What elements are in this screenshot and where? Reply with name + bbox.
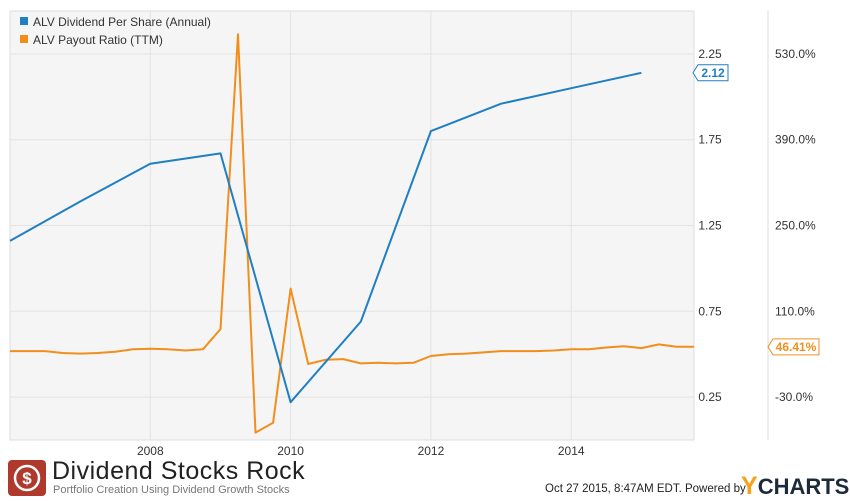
y-left-tick-label: 0.75 [698, 304, 722, 318]
series-layer [9, 33, 694, 434]
brand-tagline: Portfolio Creation Using Dividend Growth… [53, 484, 290, 496]
timestamp: Oct 27 2015, 8:47AM EDT. Powered by [545, 483, 746, 495]
y-right-tick-label: 390.0% [775, 133, 816, 147]
ycharts-logo-text: CHARTS [757, 474, 850, 499]
y-left-tick-label: 2.25 [698, 47, 722, 61]
x-tick-label-2008: 2008 [137, 444, 164, 455]
dividend-stocks-rock-logo: $ [8, 460, 46, 496]
y-right-tick-label: 250.0% [775, 219, 816, 233]
series-line-payout [10, 33, 694, 434]
tick-labels: 2008 2010 2012 2014 2.25 1.75 1.25 0.75 0.25 530.… [137, 47, 816, 455]
y-right-tick-label: -30.0% [775, 390, 813, 404]
legend-swatch-dividend [20, 17, 28, 25]
x-tick-label-2012: 2012 [418, 444, 445, 455]
x-tick-label-2010: 2010 [277, 444, 304, 455]
y-left-tick-label: 1.25 [698, 219, 722, 233]
end-label-box-dividend [692, 64, 729, 82]
end-label-dividend: 2.12 [701, 66, 725, 80]
brand-name: Dividend Stocks Rock [52, 457, 306, 485]
y-right-tick-label: 110.0% [775, 304, 815, 318]
series-line-dividend [9, 71, 642, 404]
ycharts-logo-y: Y [741, 472, 758, 500]
end-label-payout: 46.41% [776, 340, 817, 354]
legend: ALV Dividend Per Share (Annual) ALV Payou… [20, 15, 211, 47]
footer: $ Dividend Stocks Rock Portfolio Creatio… [0, 455, 850, 501]
y-right-tick-label: 530.0% [775, 47, 816, 61]
grid [10, 11, 694, 440]
y-left-tick-label: 0.25 [698, 390, 722, 404]
end-labels: 2.12 46.41% [692, 64, 820, 356]
x-tick-label-2014: 2014 [558, 444, 585, 455]
chart: 2008 2010 2012 2014 2.25 1.75 1.25 0.75 0.25 530.… [9, 10, 820, 455]
legend-swatch-payout [20, 35, 28, 43]
ycharts-logo[interactable]: YCHARTS [741, 472, 849, 501]
y-left-tick-label: 1.75 [698, 133, 722, 147]
legend-label-payout: ALV Payout Ratio (TTM) [33, 33, 163, 47]
end-label-box-payout [767, 338, 820, 356]
svg-text:$: $ [22, 469, 32, 488]
legend-label-dividend: ALV Dividend Per Share (Annual) [33, 15, 211, 29]
